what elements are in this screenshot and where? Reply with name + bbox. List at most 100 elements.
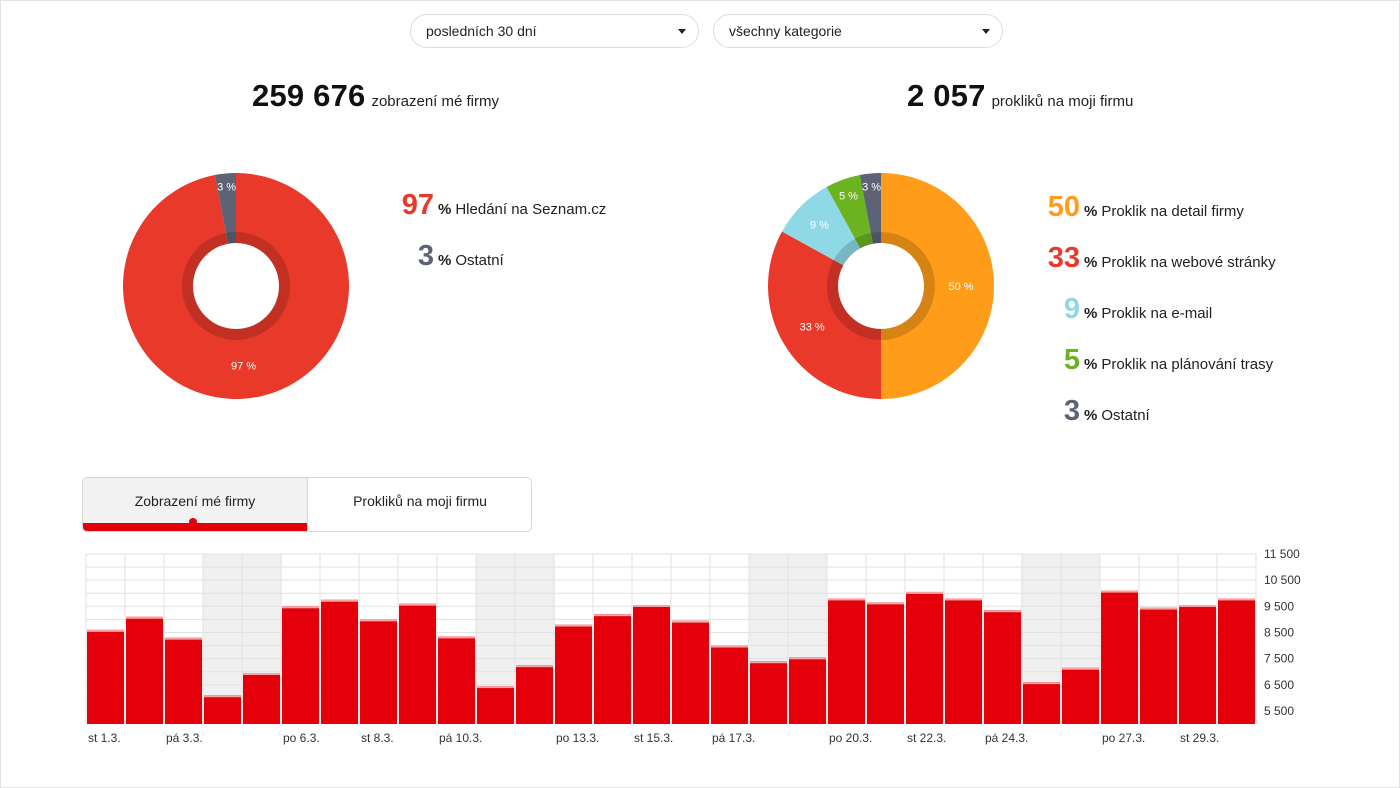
y-tick-label: 10 500 bbox=[1264, 573, 1301, 587]
bar bbox=[711, 645, 748, 724]
bar-cap bbox=[243, 673, 280, 675]
y-tick-label: 7 500 bbox=[1264, 652, 1294, 666]
legend-percent-sign: % bbox=[1084, 254, 1098, 271]
bar bbox=[750, 661, 787, 724]
legend-item: 50% Proklik na detail firmy bbox=[1000, 188, 1400, 222]
legend-label: % Proklik na detail firmy bbox=[1084, 203, 1244, 220]
views-headline: 259 676 zobrazení mé firmy bbox=[252, 78, 499, 114]
bar bbox=[87, 629, 124, 724]
bar bbox=[165, 637, 202, 724]
bar-cap bbox=[1140, 607, 1177, 610]
x-tick-label: po 6.3. bbox=[283, 731, 320, 745]
bar bbox=[477, 686, 514, 724]
legend-percent-sign: % bbox=[1084, 407, 1098, 424]
bar bbox=[633, 605, 670, 724]
bar-cap bbox=[828, 598, 865, 601]
bar bbox=[984, 610, 1021, 724]
bar-cap bbox=[633, 605, 670, 607]
x-tick-label: pá 3.3. bbox=[166, 731, 203, 745]
clicks-label: prokliků na moji firmu bbox=[991, 93, 1134, 110]
legend-item: 3% Ostatní bbox=[360, 237, 760, 271]
clicks-donut-chart: 50 % 33 % 9 % 5 % 3 % bbox=[768, 173, 994, 399]
y-tick-label: 5 500 bbox=[1264, 704, 1294, 718]
legend-name: Ostatní bbox=[455, 252, 504, 269]
x-tick-label: st 22.3. bbox=[907, 731, 946, 745]
chart-tabs: Zobrazení mé firmy Prokliků na moji firm… bbox=[82, 477, 532, 532]
donut-hole bbox=[838, 243, 924, 329]
legend-label: % Proklik na e-mail bbox=[1084, 305, 1212, 322]
legend-item: 9% Proklik na e-mail bbox=[1000, 290, 1400, 324]
legend-label: % Ostatní bbox=[1084, 407, 1150, 424]
bar bbox=[828, 598, 865, 724]
clicks-total: 2 057 bbox=[907, 78, 986, 113]
y-tick-label: 9 500 bbox=[1264, 599, 1294, 613]
legend-label: % Ostatní bbox=[438, 252, 504, 269]
pie-slice-1 bbox=[881, 173, 994, 399]
legend-name: Hledání na Seznam.cz bbox=[455, 201, 607, 218]
x-tick-label: st 1.3. bbox=[88, 731, 121, 745]
bar-cap bbox=[711, 645, 748, 648]
legend-item: 33% Proklik na webové stránky bbox=[1000, 239, 1400, 273]
chevron-down-icon bbox=[982, 29, 990, 34]
bar bbox=[204, 695, 241, 724]
category-select-value: všechny kategorie bbox=[729, 23, 842, 39]
legend-label: % Hledání na Seznam.cz bbox=[438, 201, 606, 218]
bar bbox=[906, 591, 943, 724]
bar-cap bbox=[1062, 667, 1099, 670]
views-donut-chart: 97 % 3 % bbox=[123, 173, 350, 399]
bar-cap bbox=[360, 619, 397, 622]
bar-cap bbox=[126, 616, 163, 619]
x-tick-label: po 27.3. bbox=[1102, 731, 1145, 745]
views-total: 259 676 bbox=[252, 78, 366, 113]
legend-percent-sign: % bbox=[1084, 203, 1098, 220]
bar bbox=[438, 636, 475, 724]
legend-percent: 33 bbox=[1047, 242, 1080, 274]
bar-cap bbox=[282, 606, 319, 609]
legend-percent-sign: % bbox=[1084, 356, 1098, 373]
bar-cap bbox=[1101, 590, 1138, 593]
legend-name: Proklik na e-mail bbox=[1101, 305, 1213, 322]
bar bbox=[1218, 598, 1255, 724]
legend-label: % Proklik na webové stránky bbox=[1084, 254, 1276, 271]
legend-label: % Proklik na plánování trasy bbox=[1084, 356, 1273, 373]
x-tick-label: pá 17.3. bbox=[712, 731, 755, 745]
bar-cap bbox=[399, 603, 436, 606]
bar-cap bbox=[1218, 598, 1255, 601]
pie-slice-label: 50 % bbox=[948, 281, 973, 293]
x-tick-label: po 20.3. bbox=[829, 731, 872, 745]
pie-slice-label: 3 % bbox=[217, 181, 236, 193]
bar bbox=[282, 606, 319, 724]
views-label: zobrazení mé firmy bbox=[371, 93, 500, 110]
bar bbox=[1101, 590, 1138, 724]
x-tick-label: po 13.3. bbox=[556, 731, 599, 745]
active-tab-indicator bbox=[83, 523, 307, 531]
bar-cap bbox=[87, 629, 124, 632]
bar-cap bbox=[1179, 605, 1216, 607]
x-tick-label: st 15.3. bbox=[634, 731, 673, 745]
tab-clicks-label: Prokliků na moji firmu bbox=[353, 493, 487, 509]
daily-views-bar-chart: 5 500 6 500 7 500 8 500 9 500 10 500 11 500 st … bbox=[85, 547, 1301, 745]
legend-name: Proklik na detail firmy bbox=[1101, 203, 1244, 220]
pie-slice-label: 9 % bbox=[810, 219, 829, 231]
legend-name: Proklik na webové stránky bbox=[1101, 254, 1276, 271]
pie-slice-label: 97 % bbox=[231, 361, 256, 373]
legend-percent-sign: % bbox=[1084, 305, 1098, 322]
bar-cap bbox=[204, 695, 241, 698]
tab-clicks[interactable]: Prokliků na moji firmu bbox=[308, 478, 531, 531]
tab-views[interactable]: Zobrazení mé firmy bbox=[83, 478, 308, 531]
bar bbox=[867, 602, 904, 724]
bar bbox=[1179, 605, 1216, 724]
y-tick-label: 11 500 bbox=[1264, 547, 1300, 561]
y-tick-label: 6 500 bbox=[1264, 678, 1294, 692]
period-select[interactable]: posledních 30 dní bbox=[410, 14, 699, 48]
bar bbox=[1023, 682, 1060, 724]
legend-item: 5% Proklik na plánování trasy bbox=[1000, 341, 1400, 375]
bar-cap bbox=[906, 591, 943, 594]
bar bbox=[672, 620, 709, 724]
legend-percent: 3 bbox=[417, 240, 434, 272]
category-select[interactable]: všechny kategorie bbox=[713, 14, 1003, 48]
bar bbox=[945, 598, 982, 724]
legend-percent: 9 bbox=[1063, 293, 1080, 325]
legend-percent-sign: % bbox=[438, 201, 452, 218]
legend-percent: 50 bbox=[1047, 191, 1080, 223]
